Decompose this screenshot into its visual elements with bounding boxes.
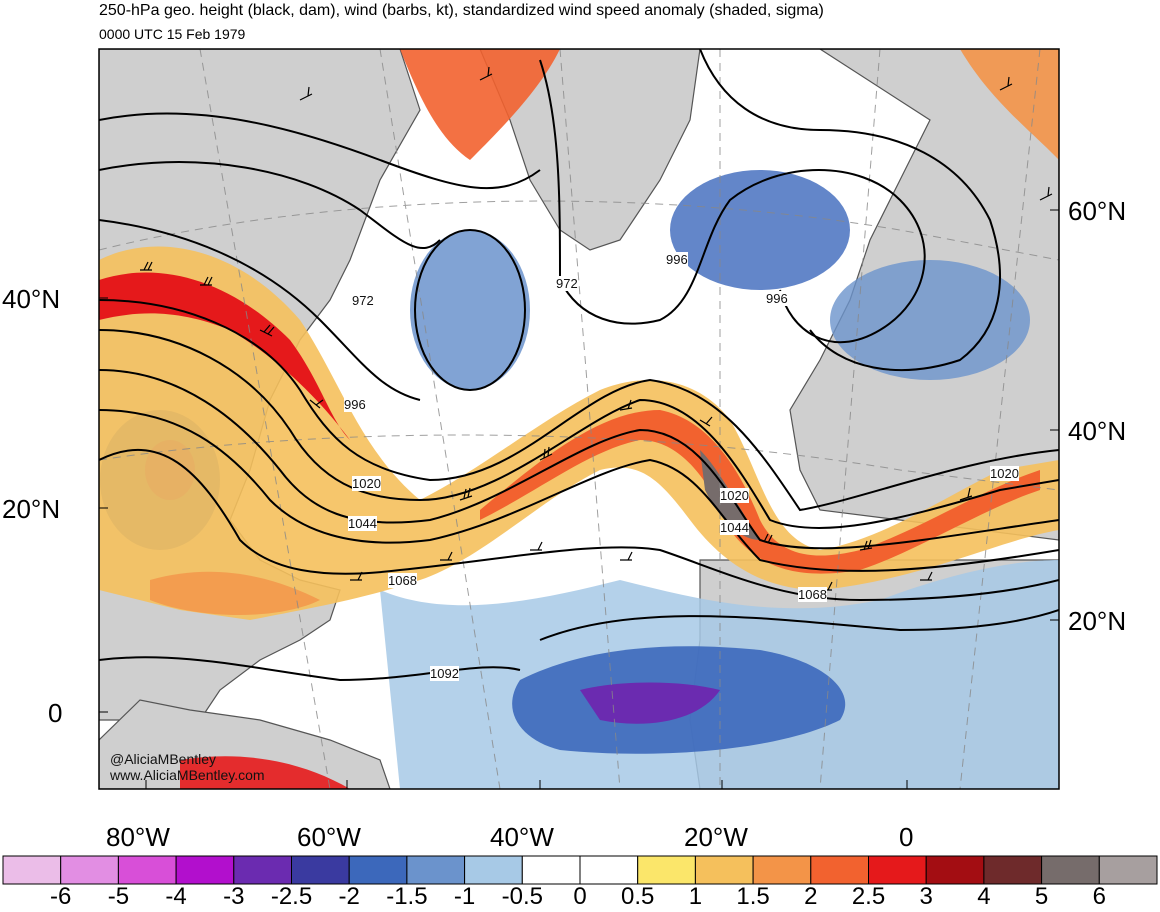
contour-label: 972: [352, 293, 374, 308]
colorbar-label: -3: [223, 883, 245, 910]
lon-label-60w: 60°W: [297, 822, 361, 852]
lon-label-80w: 80°W: [106, 822, 170, 852]
anomaly-shading: [99, 49, 1059, 789]
contour-label: 1020: [720, 488, 749, 503]
barb-row-2: [459, 399, 973, 551]
left-ticks: [99, 297, 108, 713]
ne-jet-shading: [960, 49, 1059, 160]
colorbar-label: -2.5: [270, 883, 313, 910]
sw-ridge-shading: [150, 571, 320, 615]
sw-jet-shading: [180, 756, 350, 789]
colorbar-label: 0: [573, 883, 587, 910]
colorbar-label: 6: [1092, 883, 1106, 910]
barb-row-1: [140, 261, 324, 409]
map-title: 250-hPa geo. height (black, dam), wind (…: [99, 2, 824, 19]
newfoundland-low-anomaly: [410, 230, 530, 390]
colorbar-label: 3: [919, 883, 933, 910]
lat-label-left-20n: 20°N: [2, 494, 61, 524]
map-frame: [98, 48, 1060, 790]
contour-label: 1068: [388, 573, 417, 588]
contour-label: 996: [666, 252, 688, 267]
contour-label: 996: [344, 397, 366, 412]
colorbar-label: 1.5: [736, 883, 770, 910]
lat-label-left-40n: 40°N: [2, 284, 61, 314]
contour-label: 1044: [348, 516, 377, 531]
colorbar-label: 2: [804, 883, 818, 910]
jet-core-west: [99, 272, 350, 440]
lat-label-right-20n: 20°N: [1068, 606, 1127, 636]
colorbar-label: -4: [165, 883, 187, 910]
lat-label-left-0: 0: [48, 698, 63, 728]
contour-label: 1092: [430, 666, 459, 681]
map-content: [99, 49, 1059, 789]
colorbar-label: 5: [1034, 883, 1049, 910]
right-ticks: [1050, 209, 1059, 621]
credit-site: www.AliciaMBentley.com: [110, 767, 265, 783]
contour-label: 1020: [990, 466, 1019, 481]
graticule: [99, 49, 1059, 789]
lat-label-right-40n: 40°N: [1068, 416, 1127, 446]
contour-label: 1068: [798, 587, 827, 602]
wind-barbs: [140, 66, 1053, 591]
contour-label: 1044: [720, 520, 749, 535]
lon-label-0: 0: [899, 822, 914, 852]
map-subtitle: 0000 UTC 15 Feb 1979: [99, 26, 246, 42]
colorbar-label: -1: [453, 883, 476, 910]
colorbar-label: -5: [107, 883, 130, 910]
barb-row-4: [299, 66, 1053, 201]
colorbar-label: 0.5: [621, 883, 655, 910]
scandinavia-anomaly: [830, 260, 1030, 380]
lat-label-right-60n: 60°N: [1068, 196, 1127, 226]
colorbar-label: -0.5: [501, 883, 543, 910]
strong-negative-core: [580, 682, 720, 724]
jet-stream-shading: [99, 246, 1059, 620]
colorbar-label: 4: [977, 883, 991, 910]
greenland-land: [479, 49, 701, 251]
contour-label: 1020: [352, 476, 381, 491]
iceland-low-anomaly: [670, 170, 850, 290]
colorbar-label: 1: [688, 883, 703, 910]
credit-handle: @AliciaMBentley: [110, 751, 217, 767]
colorbar-label: -6: [50, 883, 72, 910]
colorbar-label: -1.5: [386, 883, 428, 910]
south-america-land: [99, 699, 391, 789]
contour-label: 996: [766, 291, 788, 306]
colorbar-label: -2: [338, 883, 360, 910]
colorbar-label: 2.5: [851, 883, 886, 910]
barb-row-3: [350, 541, 933, 591]
lon-label-40w: 40°W: [490, 822, 554, 852]
nw-jet-shading: [400, 49, 560, 160]
lon-label-20w: 20°W: [684, 822, 748, 852]
contour-label: 972: [556, 276, 578, 291]
height-contours: [99, 49, 1059, 682]
bottom-ticks: [145, 780, 908, 789]
